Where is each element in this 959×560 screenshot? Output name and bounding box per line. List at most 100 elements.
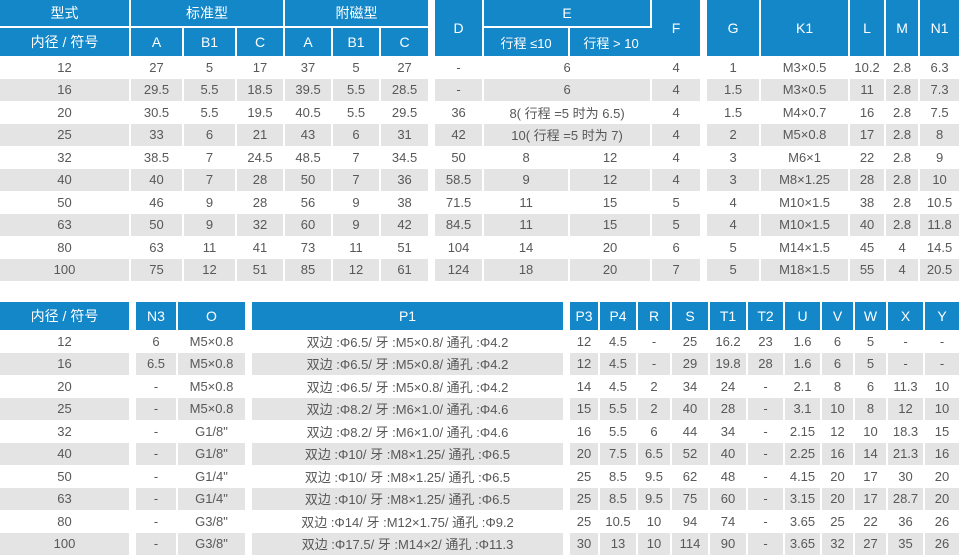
o-value: M5×0.8 [178, 330, 247, 353]
t1-value: 24 [710, 375, 748, 398]
n1-value: 7.5 [920, 101, 959, 124]
p1-value: 双边 :Φ6.5/ 牙 :M5×0.8/ 通孔 :Φ4.2 [247, 330, 565, 353]
d-value: - [430, 56, 485, 79]
w-value: 27 [855, 532, 888, 555]
y-value: 20 [925, 465, 959, 488]
u-value: 2.25 [785, 442, 822, 465]
magnetic-b1-value: 7 [333, 168, 382, 191]
table1-row-100: 100 75 12 51 85 12 61 124 18 20 7 5 M18×1.5 55 4 20.5 [0, 258, 959, 281]
magnetic-a-value: 50 [285, 168, 334, 191]
p1-value: 双边 :Φ6.5/ 牙 :M5×0.8/ 通孔 :Φ4.2 [247, 352, 565, 375]
p3-value: 25 [565, 465, 600, 488]
d-value: - [430, 78, 485, 101]
u-value: 4.15 [785, 465, 822, 488]
d-value: 58.5 [430, 168, 485, 191]
p3-value: 12 [565, 352, 600, 375]
magnetic-b1-value: 6 [333, 123, 382, 146]
t1-value: 16.2 [710, 330, 748, 353]
f-value: 4 [652, 168, 703, 191]
t2-value: - [748, 487, 785, 510]
standard-a-value: 33 [131, 123, 184, 146]
table1-row-50: 50 46 9 28 56 9 38 71.5 11 15 5 4 M10×1.5 38 2.8 10.5 [0, 191, 959, 214]
k1-value: M3×0.5 [761, 56, 851, 79]
w-value: 5 [855, 352, 888, 375]
g-value: 3 [702, 168, 762, 191]
e-value: 6 [484, 56, 653, 79]
table1-row-25: 25 33 6 21 43 6 31 42 10( 行程 =5 时为 7) 4 2 M5×0.8 17 2… [0, 123, 959, 146]
s-value: 114 [672, 532, 710, 555]
table2-row-100: 100- G3/8" 双边 :Φ17.5/ 牙 :M14×2/ 通孔 :Φ11.3 3… [0, 532, 959, 555]
n3-value: - [131, 465, 178, 488]
n3-value: 6.5 [131, 352, 178, 375]
x-value: 11.3 [888, 375, 925, 398]
o-value: G3/8" [178, 510, 247, 533]
p3-value: 25 [565, 510, 600, 533]
o-value: G1/4" [178, 465, 247, 488]
standard-a-value: 63 [131, 236, 184, 259]
g-value: 2 [702, 123, 762, 146]
r-value: 6.5 [638, 442, 672, 465]
s-value: 40 [672, 397, 710, 420]
bore-value: 12 [0, 330, 131, 353]
p4-value: 4.5 [600, 375, 638, 398]
u-value: 3.15 [785, 487, 822, 510]
f-value: 5 [652, 213, 703, 236]
x-value: - [888, 352, 925, 375]
t1-value: 19.8 [710, 352, 748, 375]
m-value: 2.8 [886, 123, 921, 146]
w-value: 5 [855, 330, 888, 353]
m-value: 2.8 [886, 56, 921, 79]
magnetic-c-value: 31 [381, 123, 431, 146]
bore-value: 40 [0, 442, 131, 465]
e-stroke-gt10-value: 15 [570, 213, 653, 236]
p3-value: 15 [565, 397, 600, 420]
table1-row-20: 20 30.5 5.5 19.5 40.5 5.5 29.5 36 8( 行程 =5 时为 6.… [0, 101, 959, 124]
standard-b1-value: 5.5 [184, 101, 237, 124]
standard-c-value: 24.5 [237, 146, 286, 169]
m-value: 2.8 [886, 191, 921, 214]
bore-value: 50 [0, 191, 131, 214]
l-value: 45 [850, 236, 887, 259]
t1-value: 34 [710, 420, 748, 443]
header2-p4: P4 [600, 302, 638, 330]
standard-c-value: 28 [237, 191, 286, 214]
f-value: 4 [652, 123, 703, 146]
header2-p1: P1 [247, 302, 565, 330]
f-value: 4 [652, 101, 703, 124]
bore-value: 20 [0, 101, 131, 124]
table1-row-80: 80 63 11 41 73 11 51 104 14 20 6 5 M14×1.5 45 4 14.5 [0, 236, 959, 259]
u-value: 2.1 [785, 375, 822, 398]
magnetic-c-value: 29.5 [381, 101, 431, 124]
magnetic-c-value: 28.5 [381, 78, 431, 101]
t2-value: - [748, 532, 785, 555]
y-value: 15 [925, 420, 959, 443]
p1-value: 双边 :Φ8.2/ 牙 :M6×1.0/ 通孔 :Φ4.6 [247, 420, 565, 443]
t1-value: 40 [710, 442, 748, 465]
r-value: 6 [638, 420, 672, 443]
m-value: 2.8 [886, 78, 921, 101]
o-value: G3/8" [178, 532, 247, 555]
n1-value: 10.5 [920, 191, 959, 214]
k1-value: M10×1.5 [761, 191, 851, 214]
y-value: 26 [925, 510, 959, 533]
k1-value: M3×0.5 [761, 78, 851, 101]
s-value: 75 [672, 487, 710, 510]
v-value: 32 [822, 532, 855, 555]
n3-value: - [131, 397, 178, 420]
standard-c-value: 51 [237, 258, 286, 281]
v-value: 6 [822, 352, 855, 375]
n3-value: - [131, 487, 178, 510]
p4-value: 10.5 [600, 510, 638, 533]
magnetic-a-value: 43 [285, 123, 334, 146]
d-value: 104 [430, 236, 485, 259]
p4-value: 4.5 [600, 330, 638, 353]
header2-n3: N3 [131, 302, 178, 330]
y-value: 10 [925, 397, 959, 420]
header-g: G [702, 0, 762, 56]
magnetic-c-value: 34.5 [381, 146, 431, 169]
magnetic-a-value: 73 [285, 236, 334, 259]
magnetic-a-value: 60 [285, 213, 334, 236]
w-value: 8 [855, 397, 888, 420]
header-standard-group: 标准型 [131, 0, 286, 28]
